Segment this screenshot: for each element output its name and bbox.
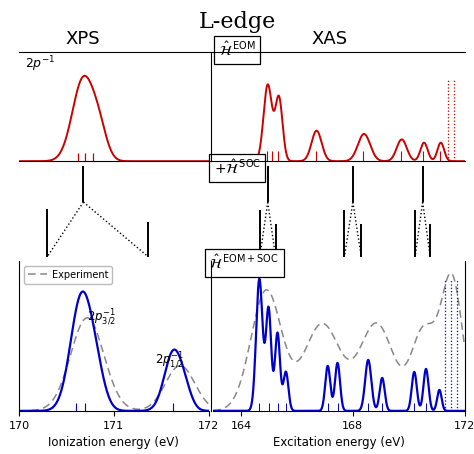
Text: XPS: XPS (65, 30, 100, 48)
Text: XAS: XAS (311, 30, 347, 48)
Text: $2p_{1/2}^{-1}$: $2p_{1/2}^{-1}$ (155, 350, 184, 370)
X-axis label: Excitation energy (eV): Excitation energy (eV) (273, 436, 405, 449)
Text: L-edge: L-edge (199, 11, 275, 33)
Text: $+\hat{\mathcal{H}}^{\,\mathrm{SOC}}$: $+\hat{\mathcal{H}}^{\,\mathrm{SOC}}$ (213, 159, 261, 178)
Text: $\hat{\mathcal{H}}^{\,\mathrm{EOM}}$: $\hat{\mathcal{H}}^{\,\mathrm{EOM}}$ (219, 40, 255, 59)
Text: $\hat{\mathcal{H}}^{\,\mathrm{EOM+SOC}}$: $\hat{\mathcal{H}}^{\,\mathrm{EOM+SOC}}$ (210, 254, 279, 272)
X-axis label: Ionization energy (eV): Ionization energy (eV) (48, 436, 179, 449)
Text: $2p_{3/2}^{-1}$: $2p_{3/2}^{-1}$ (87, 307, 116, 327)
Text: $2p^{-1}$: $2p^{-1}$ (25, 55, 55, 74)
Legend: Experiment: Experiment (24, 266, 112, 284)
